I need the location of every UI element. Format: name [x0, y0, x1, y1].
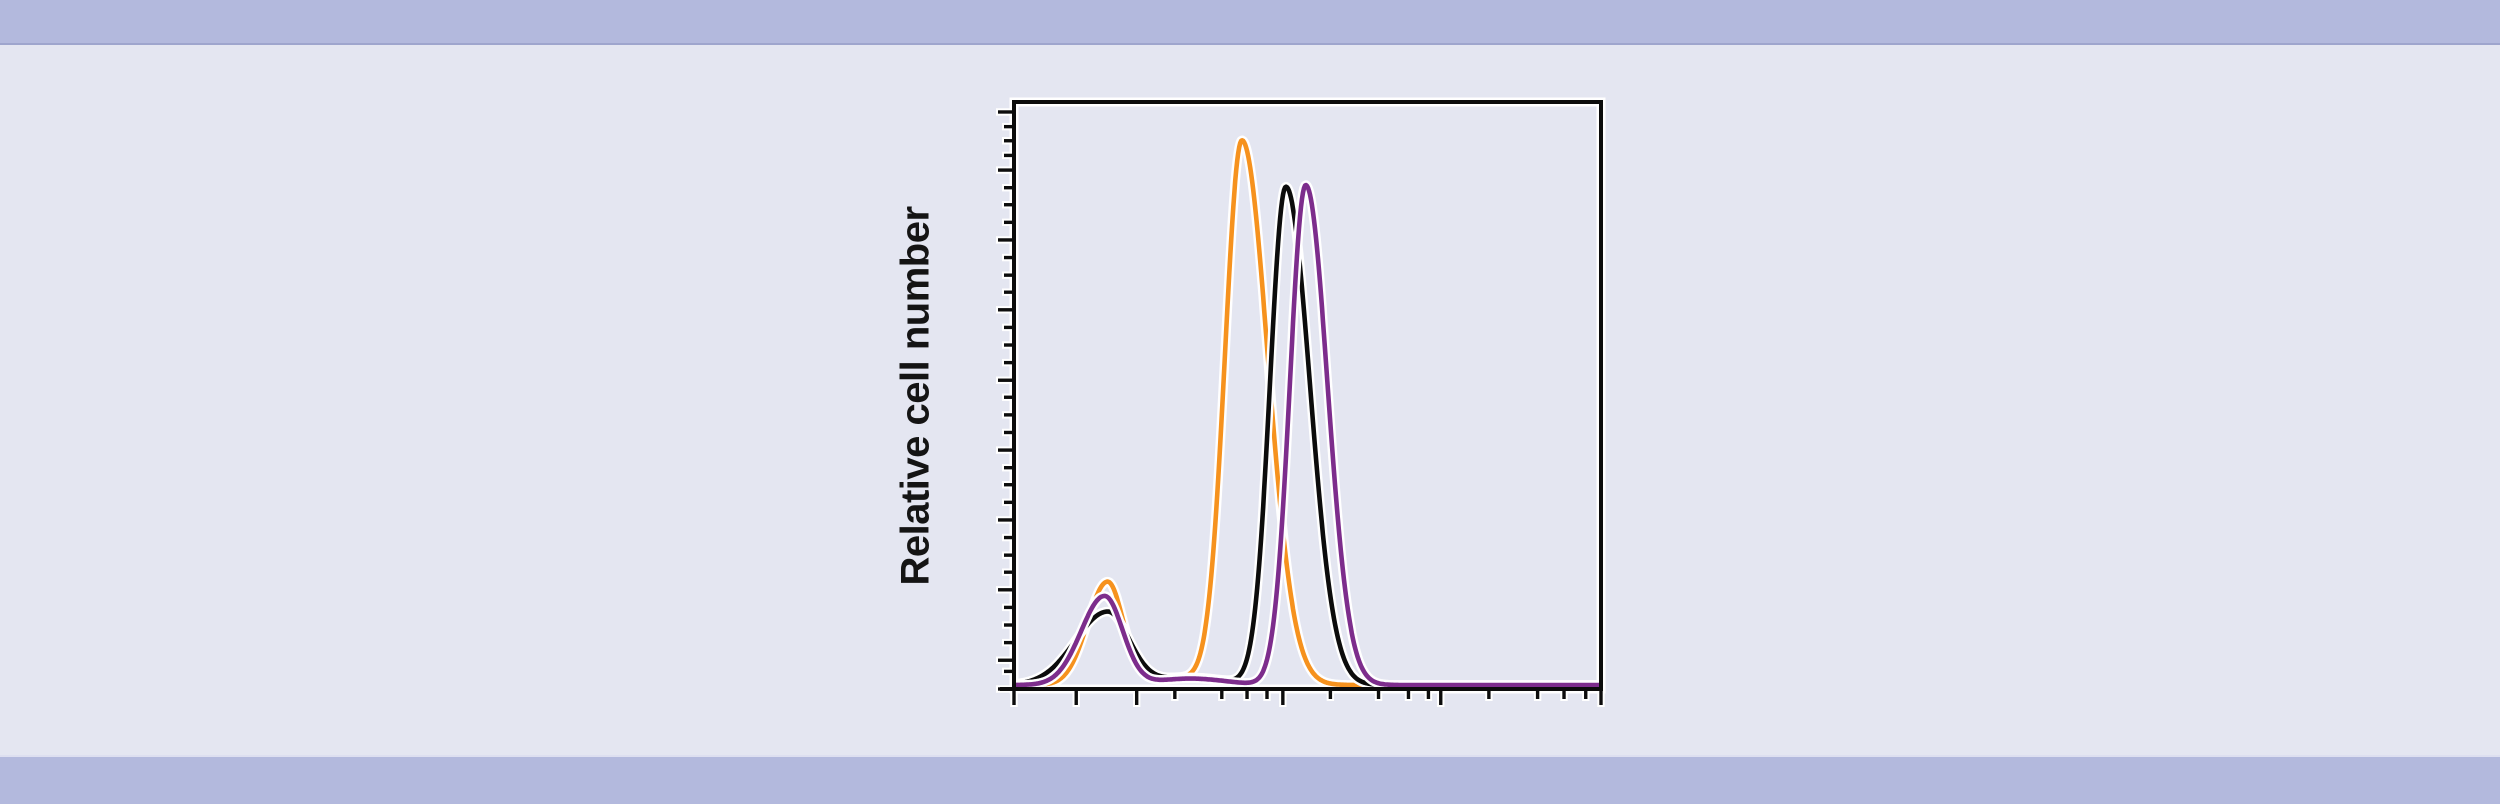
y-axis-label: Relative cell number [893, 206, 938, 586]
black-histogram [1012, 184, 1603, 688]
bottom-decorative-band [0, 755, 2500, 804]
top-decorative-band [0, 0, 2500, 45]
purple-histogram [1012, 182, 1603, 688]
plot-frame [1012, 100, 1603, 691]
